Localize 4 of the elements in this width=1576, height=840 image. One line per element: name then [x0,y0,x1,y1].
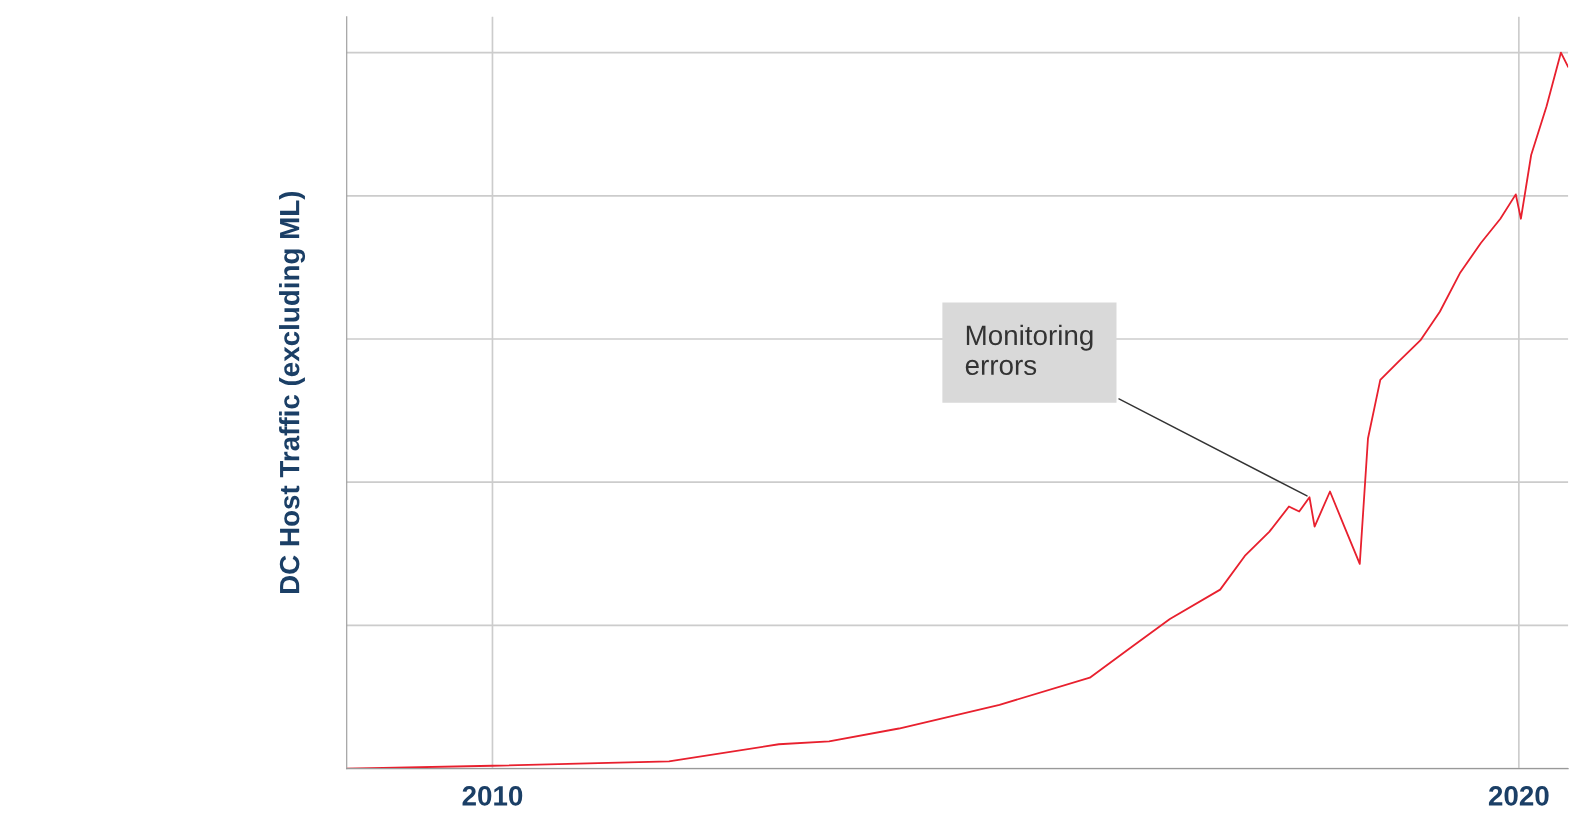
x-tick-label: 2010 [462,786,523,806]
y-axis-title: DC Host Traffic (excluding ML) [279,191,306,593]
annotation: Monitoring errors [965,324,1093,376]
x-tick-label: 2020 [1488,786,1549,806]
